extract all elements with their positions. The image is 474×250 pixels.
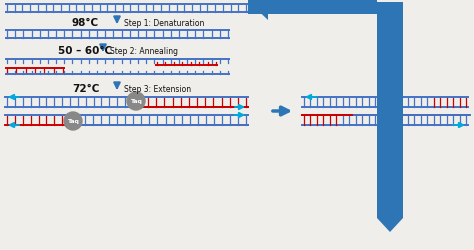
Bar bbox=[248, 0, 377, 15]
Text: Step 2: Annealing: Step 2: Annealing bbox=[110, 46, 178, 55]
Polygon shape bbox=[248, 0, 268, 21]
Text: 98°C: 98°C bbox=[72, 18, 99, 28]
Text: 72°C: 72°C bbox=[72, 84, 100, 94]
Text: Taq: Taq bbox=[67, 119, 79, 124]
Circle shape bbox=[64, 112, 82, 130]
Text: Taq: Taq bbox=[130, 99, 142, 104]
Polygon shape bbox=[377, 218, 403, 232]
Text: Step 3: Extension: Step 3: Extension bbox=[124, 84, 191, 93]
Text: 50 – 60°C: 50 – 60°C bbox=[58, 46, 112, 56]
Text: Step 1: Denaturation: Step 1: Denaturation bbox=[124, 18, 204, 28]
Circle shape bbox=[127, 93, 145, 110]
Bar bbox=[377, 3, 403, 218]
